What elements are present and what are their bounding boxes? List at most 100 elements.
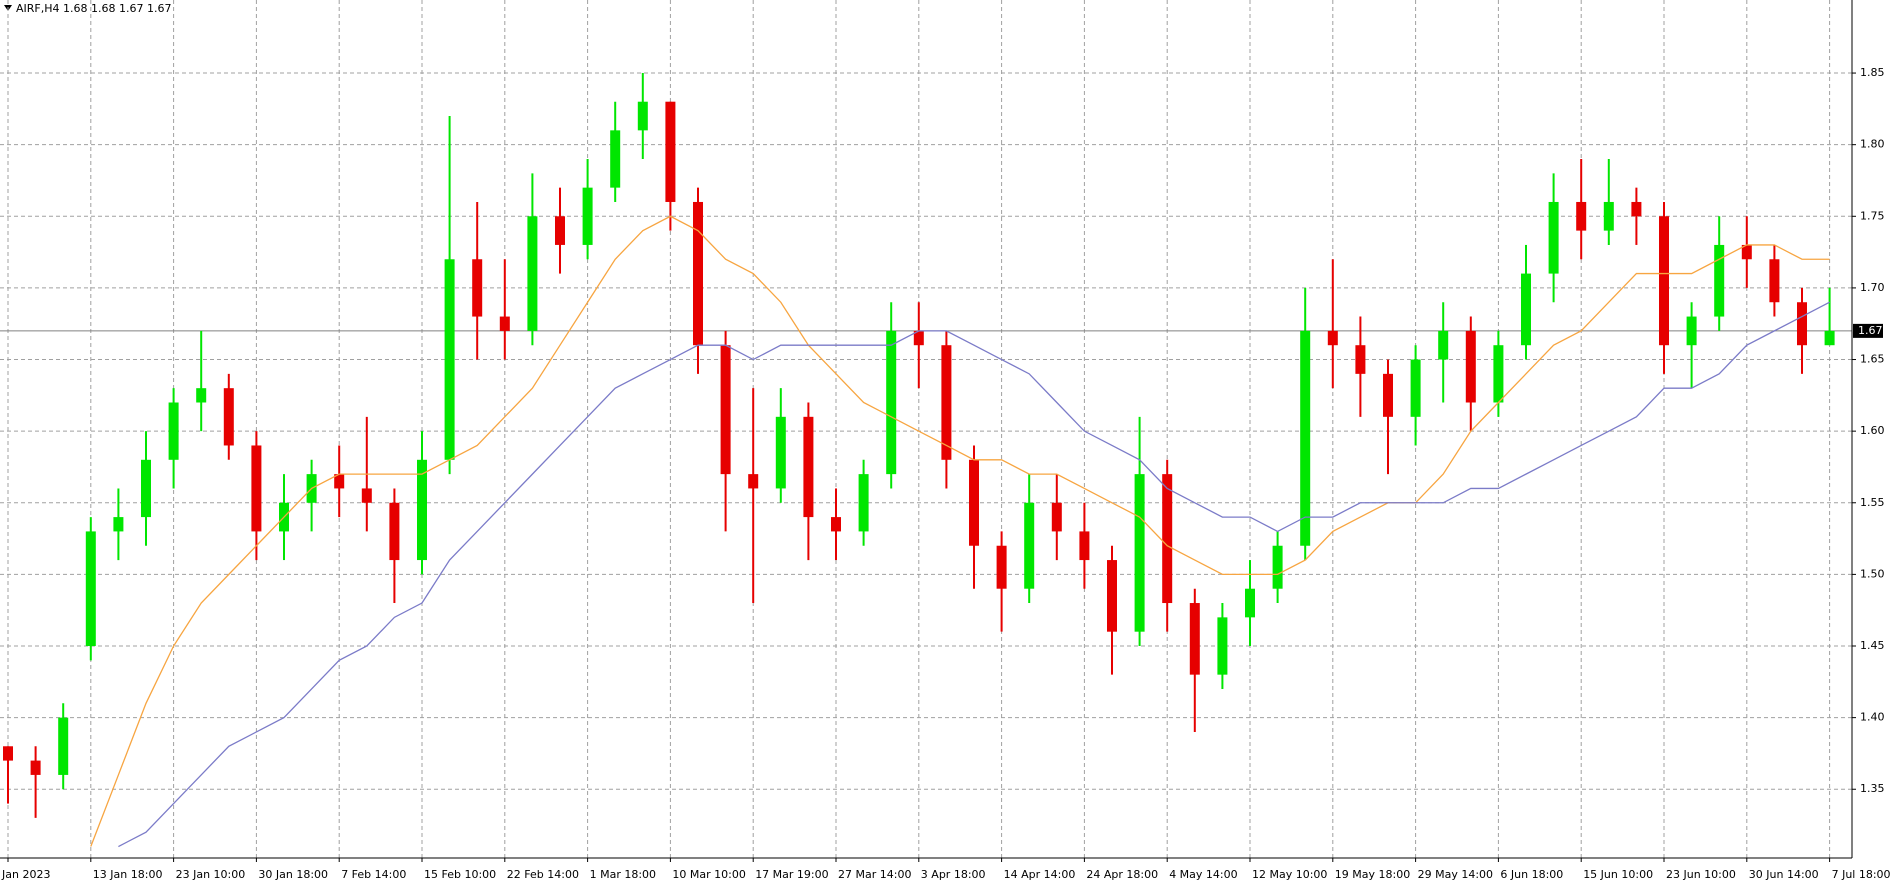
y-tick-label: 1.35 [1860, 782, 1885, 795]
candle-body [1493, 345, 1504, 403]
candle-body [1548, 201, 1559, 274]
candle-body [389, 502, 400, 561]
candle-body [1410, 359, 1421, 417]
candle-body [1797, 302, 1807, 346]
candle-body [969, 459, 979, 546]
candle-body [3, 746, 13, 761]
candle-body [693, 201, 703, 346]
candle-body [527, 216, 538, 331]
candle-body [1659, 216, 1669, 346]
candle-body [913, 330, 924, 346]
candle-body [720, 345, 731, 475]
candle-body [1134, 474, 1145, 632]
candle-body [1217, 617, 1228, 675]
candle-body [1355, 345, 1366, 374]
candle-body [1576, 201, 1587, 231]
candle-body [499, 316, 510, 331]
y-tick-label: 1.40 [1860, 711, 1885, 724]
candle-body [996, 545, 1007, 589]
x-tick-label: 23 Jan 10:00 [176, 868, 246, 881]
x-tick-label: 15 Jun 10:00 [1583, 868, 1653, 881]
candle-body [85, 531, 96, 647]
y-tick-label: 1.60 [1860, 424, 1885, 437]
candle-body [1162, 474, 1173, 604]
candle-body [444, 259, 455, 460]
x-tick-label: 12 May 10:00 [1252, 868, 1327, 881]
y-tick-label: 1.85 [1860, 66, 1885, 79]
last-price-label: 1.67 [1858, 324, 1883, 337]
candle-body [1245, 588, 1255, 618]
candle-body [1079, 531, 1090, 561]
candle-body [555, 216, 565, 245]
y-tick-label: 1.45 [1860, 639, 1885, 652]
x-tick-label: Jan 2023 [1, 868, 50, 881]
x-tick-label: 23 Jun 10:00 [1666, 868, 1736, 881]
y-tick-label: 1.55 [1860, 496, 1885, 509]
x-tick-label: 17 Mar 19:00 [755, 868, 828, 881]
last-price-tag [1853, 323, 1883, 338]
candle-body [858, 474, 869, 532]
candle-body [803, 416, 814, 518]
candle-body [1714, 244, 1725, 317]
candle-body [1024, 502, 1035, 589]
candle-body [472, 259, 483, 317]
candle-body [1824, 330, 1835, 346]
candle-body [582, 187, 593, 245]
candle-body [1631, 201, 1642, 217]
candle-body [1051, 502, 1062, 532]
y-tick-label: 1.75 [1860, 209, 1885, 222]
chart-title: AIRF,H4 1.68 1.68 1.67 1.67 [16, 2, 171, 15]
candle-body [665, 101, 676, 202]
x-tick-label: 7 Jul 18:00 [1832, 868, 1891, 881]
y-tick-label: 1.70 [1860, 281, 1885, 294]
candle-body [113, 517, 124, 532]
moving-average-line [90, 215, 1830, 847]
candle-body [1741, 244, 1752, 260]
candle-body [1272, 545, 1283, 589]
x-tick-label: 15 Feb 10:00 [424, 868, 496, 881]
x-tick-label: 13 Jan 18:00 [93, 868, 163, 881]
x-tick-label: 22 Feb 14:00 [507, 868, 579, 881]
candle-body [1107, 560, 1117, 632]
x-tick-label: 29 May 14:00 [1418, 868, 1493, 881]
x-tick-label: 6 Jun 18:00 [1500, 868, 1563, 881]
candle-body [1327, 330, 1338, 346]
candle-body [831, 517, 841, 532]
candle-body [1465, 330, 1476, 403]
candle-body [417, 459, 427, 561]
candle-body [941, 345, 952, 460]
x-tick-label: 1 Mar 18:00 [590, 868, 656, 881]
candle-body [1521, 273, 1531, 346]
candle-body [361, 488, 372, 503]
candle-body [1438, 330, 1449, 360]
candle-body [637, 101, 648, 131]
candle-body [334, 474, 345, 489]
x-tick-label: 19 May 18:00 [1335, 868, 1410, 881]
x-tick-label: 10 Mar 10:00 [672, 868, 745, 881]
candle-body [1300, 330, 1311, 546]
candle-body [1769, 259, 1780, 303]
candle-body [196, 388, 207, 403]
y-tick-label: 1.50 [1860, 567, 1885, 580]
x-tick-label: 4 May 14:00 [1169, 868, 1237, 881]
candle-body [223, 388, 234, 446]
y-tick-label: 1.65 [1860, 353, 1885, 366]
x-tick-label: 3 Apr 18:00 [921, 868, 986, 881]
candle-body [168, 402, 179, 460]
x-tick-label: 30 Jan 18:00 [258, 868, 328, 881]
candle-body [30, 760, 41, 775]
x-tick-label: 14 Apr 14:00 [1004, 868, 1076, 881]
candle-body [1383, 373, 1393, 417]
x-tick-label: 30 Jun 14:00 [1749, 868, 1819, 881]
candle-body [1603, 201, 1614, 231]
candle-body [58, 717, 69, 775]
candle-body [748, 474, 759, 489]
candle-body [610, 130, 621, 188]
candle-body [141, 459, 151, 518]
candle-body [775, 416, 786, 489]
x-tick-label: 24 Apr 18:00 [1086, 868, 1158, 881]
y-tick-label: 1.80 [1860, 138, 1885, 151]
candle-body [1189, 603, 1200, 675]
candle-body [1686, 316, 1697, 346]
